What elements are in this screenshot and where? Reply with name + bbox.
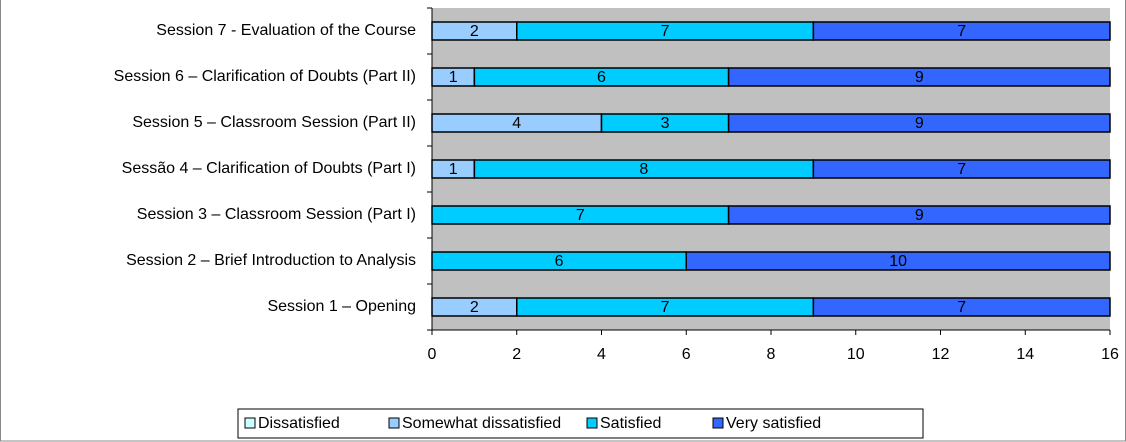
value-label: 7 <box>661 23 670 40</box>
value-label: 6 <box>555 253 564 270</box>
bar-segment <box>685 251 1111 271</box>
legend-label: Somewhat dissatisfied <box>402 415 561 432</box>
value-label: 9 <box>915 115 924 132</box>
x-tick-label: 12 <box>932 346 950 363</box>
bar-segment <box>727 205 1111 225</box>
x-tick-label: 6 <box>682 346 691 363</box>
x-tick-label: 4 <box>597 346 606 363</box>
y-tick-label: Session 1 – Opening <box>267 298 416 315</box>
bar-segment <box>812 21 1111 41</box>
value-label: 9 <box>915 69 924 86</box>
legend-label: Very satisfied <box>726 415 821 432</box>
x-tick-label: 0 <box>428 346 437 363</box>
legend <box>237 408 924 439</box>
x-tick-label: 10 <box>847 346 865 363</box>
value-label: 9 <box>915 207 924 224</box>
y-tick-label: Sessão 4 – Clarification of Doubts (Part… <box>122 160 416 177</box>
y-tick-label: Session 6 – Clarification of Doubts (Par… <box>114 68 416 85</box>
value-label: 7 <box>957 23 966 40</box>
x-tick-label: 2 <box>512 346 521 363</box>
bar-segment <box>812 297 1111 317</box>
bar-segment <box>812 159 1111 179</box>
y-tick-label: Session 5 – Classroom Session (Part II) <box>132 114 416 131</box>
value-label: 4 <box>512 115 521 132</box>
bar-segment <box>727 113 1111 133</box>
value-label: 1 <box>449 69 458 86</box>
value-label: 1 <box>449 161 458 178</box>
value-label: 7 <box>661 299 670 316</box>
value-label: 7 <box>576 207 585 224</box>
x-tick-label: 8 <box>767 346 776 363</box>
value-label: 6 <box>597 69 606 86</box>
value-label: 8 <box>639 161 648 178</box>
x-tick-label: 14 <box>1016 346 1034 363</box>
y-tick-label: Session 3 – Classroom Session (Part I) <box>137 206 416 223</box>
y-tick-label: Session 7 - Evaluation of the Course <box>156 22 416 39</box>
bar-segment <box>727 67 1111 87</box>
value-label: 10 <box>889 253 907 270</box>
legend-label: Dissatisfied <box>258 415 340 432</box>
legend-swatch <box>712 417 724 429</box>
legend-label: Satisfied <box>600 415 661 432</box>
legend-swatch <box>388 417 400 429</box>
value-label: 3 <box>661 115 670 132</box>
value-label: 2 <box>470 23 479 40</box>
value-label: 7 <box>957 299 966 316</box>
legend-swatch <box>586 417 598 429</box>
value-label: 7 <box>957 161 966 178</box>
x-tick-label: 16 <box>1101 346 1119 363</box>
y-tick-label: Session 2 – Brief Introduction to Analys… <box>126 252 416 269</box>
legend-swatch <box>244 417 256 429</box>
value-label: 2 <box>470 299 479 316</box>
